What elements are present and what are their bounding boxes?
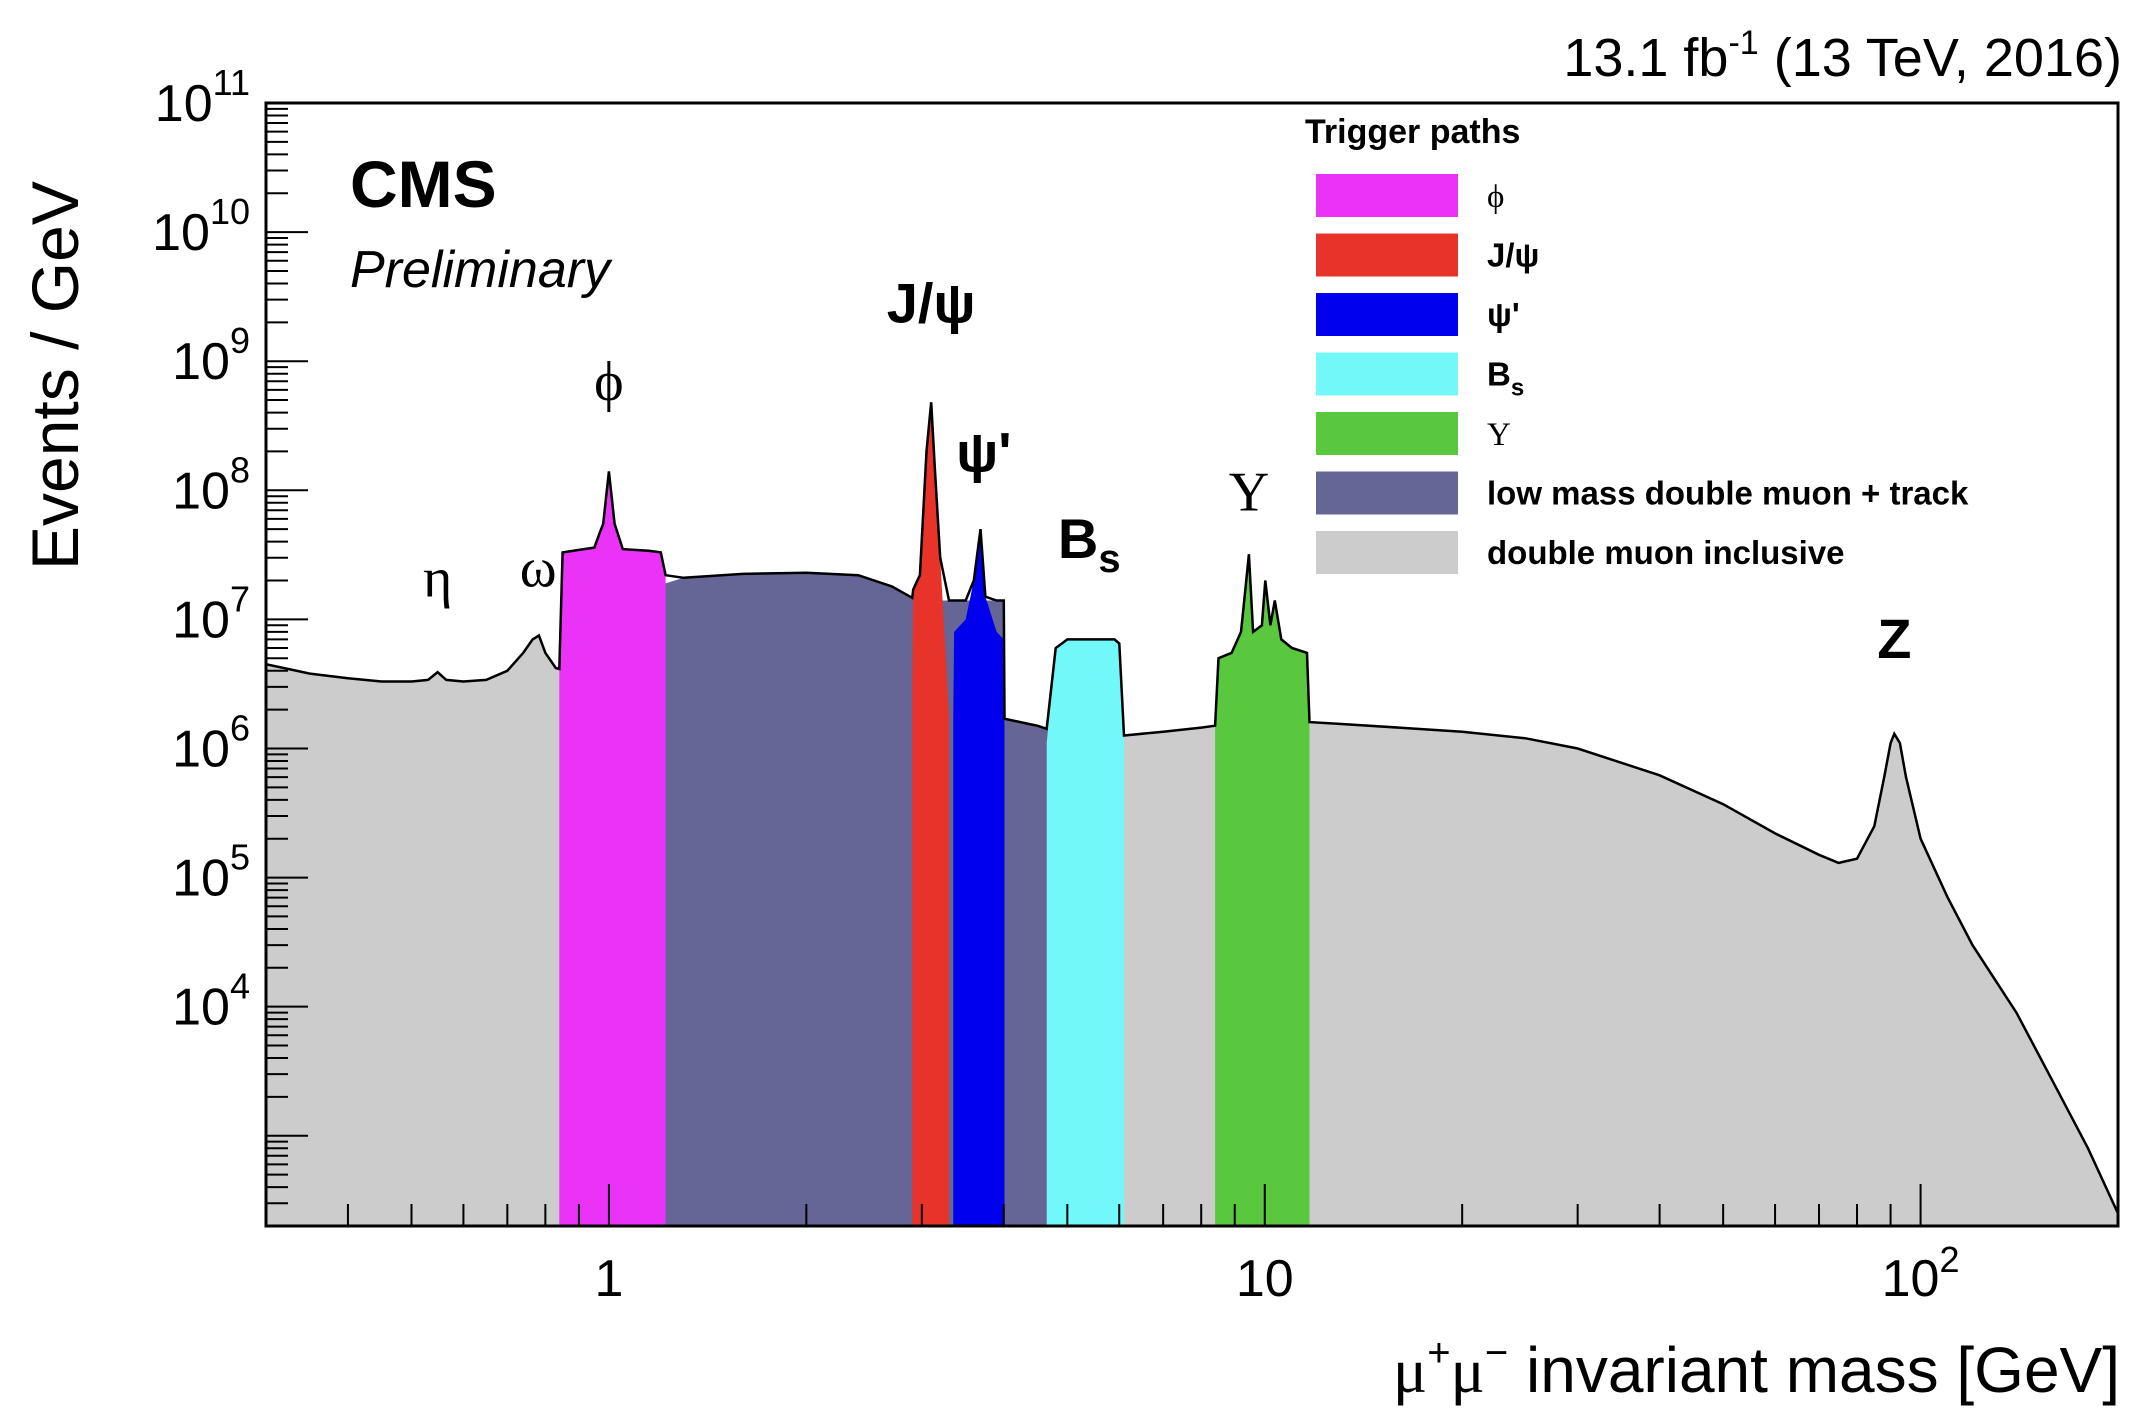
legend-swatch-bs — [1316, 352, 1458, 396]
y-tick-label: 107 — [172, 578, 250, 649]
legend-label-psi2s: ψ' — [1487, 296, 1520, 333]
legend-swatch-upsilon — [1316, 412, 1458, 455]
lumi-base: 13.1 fb — [1563, 28, 1728, 88]
legend-swatch-jpsi — [1316, 233, 1458, 277]
peak-label: ψ' — [956, 420, 1012, 483]
y-tick-label: 109 — [172, 320, 250, 391]
legend-swatch-phi — [1316, 174, 1458, 217]
y-tick-label: 105 — [172, 837, 250, 908]
legend-swatch-lowmass — [1316, 471, 1458, 515]
plot-frame — [264, 101, 2120, 1228]
x-label-mu2: μ — [1451, 1335, 1485, 1406]
x-tick-label: 102 — [1882, 1239, 1960, 1308]
peak-label: J/ψ — [887, 271, 976, 334]
peak-label: Bs — [1058, 507, 1121, 581]
legend-label-inclusive: double muon inclusive — [1487, 534, 1845, 571]
legend-label-phi: ϕ — [1487, 179, 1504, 215]
series-phi — [559, 471, 666, 1226]
legend-swatch-psi2s — [1316, 293, 1458, 336]
legend-label-upsilon: Υ — [1487, 417, 1511, 453]
x-tick-label: 1 — [594, 1250, 623, 1308]
x-label-minus: − — [1485, 1331, 1508, 1375]
series-jpsi — [912, 402, 949, 1226]
legend-swatch-inclusive — [1316, 531, 1458, 574]
peak-label: ω — [520, 537, 557, 599]
y-tick-label: 108 — [172, 449, 250, 520]
series-layer — [266, 402, 2118, 1226]
y-tick-label: 1010 — [152, 191, 250, 262]
x-tick-label: 10 — [1236, 1250, 1294, 1308]
peak-label: ϕ — [594, 351, 623, 413]
x-label-rest: invariant mass [GeV] — [1508, 1334, 2120, 1406]
ticks-layer: 1 10 102 104 105 106 107 108 109 1010 1011 — [152, 62, 2119, 1308]
x-label-plus: + — [1427, 1331, 1450, 1375]
x-label-mu: μ — [1393, 1335, 1427, 1406]
y-tick-label: 106 — [172, 707, 250, 778]
legend-label-jpsi: J/ψ — [1487, 237, 1539, 274]
y-tick-label: 104 — [172, 966, 250, 1037]
legend-label-bs: Bs — [1487, 356, 1524, 402]
y-axis-label: Events / GeV — [18, 181, 92, 570]
chart-subtitle: Preliminary — [350, 241, 613, 299]
peak-labels: η ω ϕ J/ψ ψ' Bs Υ Z — [423, 271, 1911, 670]
chart-title: CMS — [350, 147, 497, 221]
peak-label: Z — [1877, 607, 1911, 670]
lumi-sup: -1 — [1728, 24, 1758, 62]
series-bs — [1046, 639, 1124, 1226]
series-upsilon — [1215, 554, 1310, 1226]
legend-title: Trigger paths — [1305, 113, 1520, 151]
x-axis-label: μ+μ− invariant mass [GeV] — [1393, 1331, 2120, 1406]
y-tick-label: 1011 — [155, 62, 250, 133]
series-inclusive — [266, 552, 2118, 1226]
lumi-rest: (13 TeV, 2016) — [1759, 28, 2122, 88]
peak-label: η — [423, 548, 452, 610]
legend-label-lowmass: low mass double muon + track — [1487, 475, 1969, 512]
lumi-label: 13.1 fb-1 (13 TeV, 2016) — [1563, 24, 2122, 88]
series-psi2s — [953, 529, 1005, 1226]
peak-label: Υ — [1229, 461, 1269, 523]
envelope-line — [266, 402, 2118, 1215]
